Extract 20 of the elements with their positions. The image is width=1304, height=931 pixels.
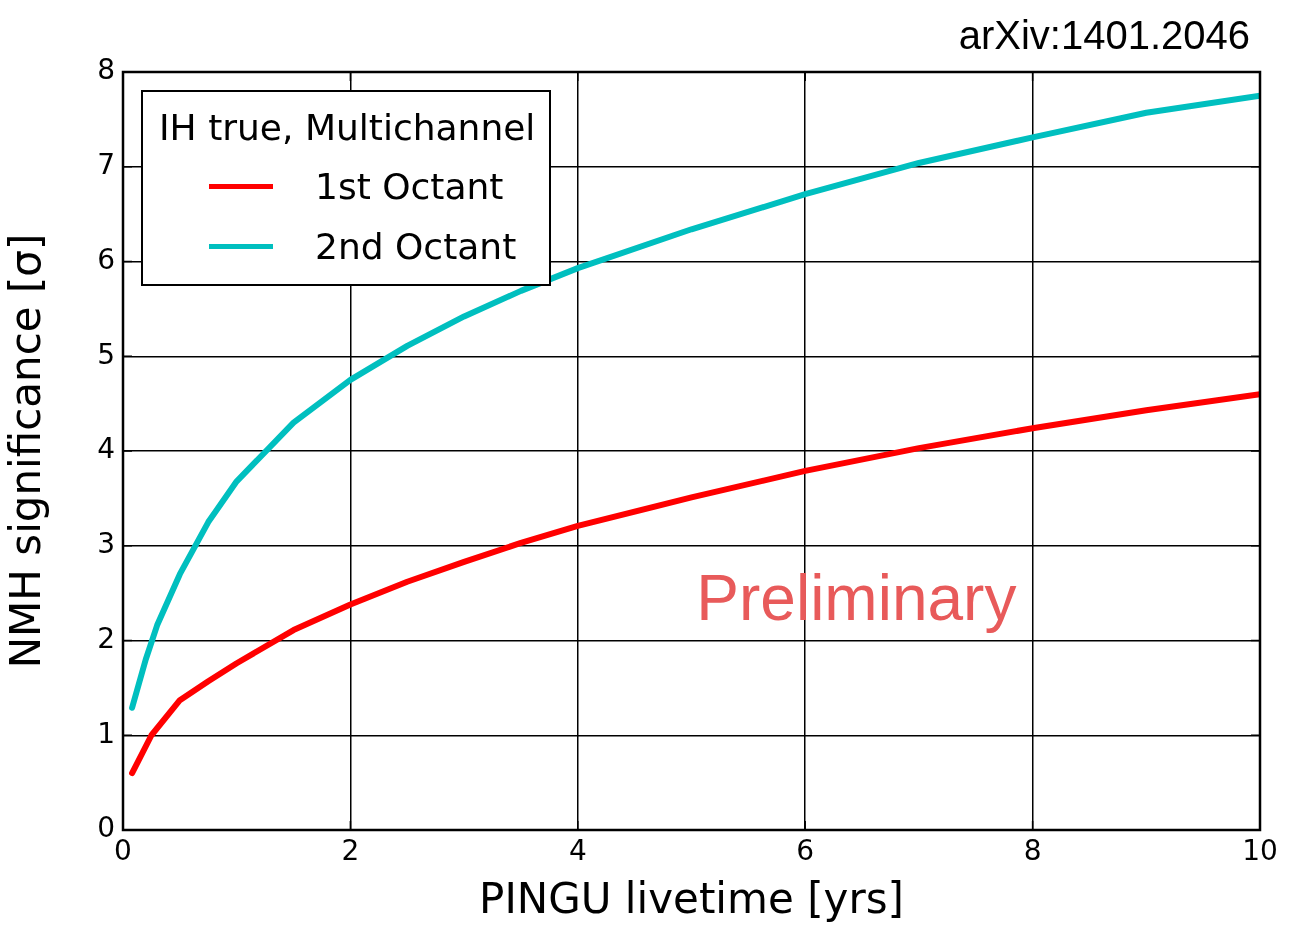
y-axis-title: NMH significance [σ]: [1, 233, 51, 669]
y-tick-label: 5: [97, 337, 115, 371]
x-axis-title: PINGU livetime [yrs]: [479, 873, 904, 923]
y-tick-label: 8: [97, 53, 115, 87]
y-tick-label: 1: [97, 716, 115, 750]
y-tick-label: 3: [97, 527, 115, 561]
text: arXiv:1401.2046: [958, 13, 1250, 58]
legend-label: 1st Octant: [315, 165, 504, 207]
y-tick-label: 6: [97, 242, 115, 276]
legend-label: 2nd Octant: [315, 225, 517, 267]
y-tick-label: 2: [97, 621, 115, 655]
x-tick-label: 6: [796, 834, 815, 868]
x-tick-label: 8: [1023, 834, 1042, 868]
x-tick-label: 10: [1242, 834, 1278, 868]
y-tick-label: 7: [97, 148, 115, 182]
legend-title: IH true, Multichannel: [159, 106, 536, 150]
y-tick-label: 0: [97, 811, 115, 845]
y-tick-label: 4: [97, 432, 115, 466]
x-tick-label: 2: [341, 834, 360, 868]
x-tick-label: 4: [568, 834, 587, 868]
